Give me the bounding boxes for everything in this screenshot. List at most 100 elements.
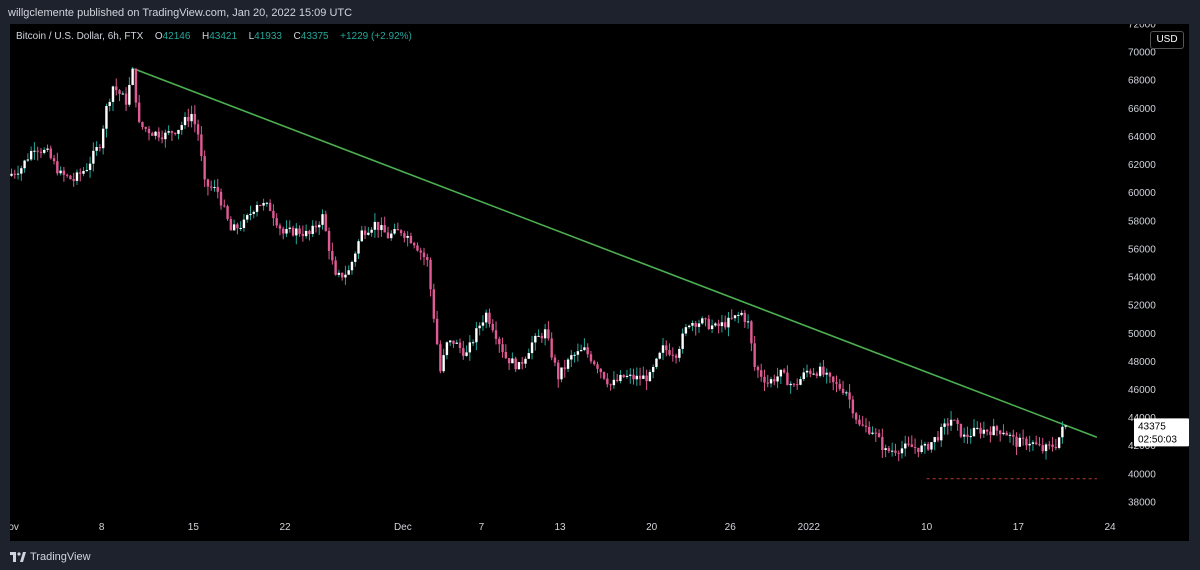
price-chart[interactable]: Nov 8 15 22 Dec 7 13 20 26 2022 10 17 24 38000 40000 4…	[10, 24, 1189, 541]
candle-body	[629, 374, 632, 376]
candle-body	[665, 345, 668, 351]
candle-body	[1064, 425, 1067, 427]
candle-body	[543, 329, 547, 339]
candle-body	[170, 131, 174, 133]
candle-body	[737, 314, 740, 316]
candle-body	[210, 186, 213, 188]
close-value: 43375	[300, 31, 329, 42]
candle-body	[1028, 443, 1031, 446]
candle-body	[183, 116, 187, 126]
candle-body	[979, 427, 982, 434]
candle-body	[881, 437, 884, 450]
tradingview-logo[interactable]: TradingView	[10, 551, 91, 563]
candle-body	[432, 289, 436, 319]
currency-button[interactable]: USD	[1150, 31, 1184, 49]
chart-area[interactable]: Nov 8 15 22 Dec 7 13 20 26 2022 10 17 24 38000 40000 4…	[10, 24, 1189, 541]
candle-body	[760, 370, 763, 377]
candle-body	[298, 228, 301, 234]
candle-body	[1035, 442, 1038, 445]
candle-body	[579, 350, 583, 352]
close-label: C	[293, 31, 301, 42]
candle-body	[887, 448, 891, 452]
candle-body	[115, 86, 118, 91]
candle-body	[88, 163, 92, 170]
symbol-title[interactable]: Bitcoin / U.S. Dollar, 6h, FTX	[16, 31, 144, 42]
candle-body	[553, 357, 557, 363]
candle-body	[586, 347, 589, 355]
candle-body	[98, 147, 102, 149]
candle-body	[232, 224, 236, 231]
candle-body	[799, 379, 802, 385]
candle-body	[868, 426, 871, 434]
candle-body	[409, 235, 413, 244]
candle-body	[884, 448, 887, 450]
candle-body	[848, 392, 851, 400]
candle-body	[1012, 434, 1015, 437]
x-tick-label: 2022	[798, 522, 821, 533]
candle-body	[966, 434, 969, 437]
candle-body	[399, 230, 403, 234]
candle-body	[527, 353, 530, 359]
candle-body	[419, 250, 422, 253]
trendline[interactable]	[134, 68, 1098, 439]
candle-body	[576, 351, 580, 355]
y-tick-label: 64000	[1128, 132, 1156, 143]
candle-body	[475, 328, 478, 343]
candle-body	[953, 419, 956, 421]
candle-body	[740, 312, 743, 315]
candle-body	[304, 230, 308, 237]
candle-body	[658, 352, 661, 359]
candle-body	[956, 420, 959, 424]
candle-body	[318, 224, 321, 228]
candle-body	[62, 170, 66, 175]
candle-body	[121, 93, 125, 95]
candle-body	[314, 225, 318, 228]
last-price-tag-background	[1134, 418, 1189, 447]
y-tick-label: 42000	[1128, 441, 1156, 452]
candle-body	[111, 86, 115, 102]
candle-body	[985, 429, 989, 432]
candle-body	[455, 342, 458, 344]
candle-body	[864, 425, 868, 427]
candle-body	[809, 370, 812, 374]
candle-body	[141, 121, 144, 128]
candle-body	[268, 202, 272, 211]
candle-body	[874, 432, 877, 434]
candle-body	[936, 437, 940, 441]
candle-body	[668, 350, 671, 355]
candle-body	[504, 351, 508, 359]
candle-body	[622, 374, 625, 378]
candle-body	[33, 150, 36, 152]
candle-body	[753, 343, 756, 367]
candle-body	[900, 448, 904, 454]
candle-body	[792, 383, 796, 385]
candle-body	[101, 128, 105, 149]
candle-body	[501, 344, 504, 352]
candle-body	[550, 338, 553, 358]
candle-body	[164, 132, 167, 140]
candle-body	[435, 318, 439, 345]
candle-body	[563, 367, 566, 369]
candle-body	[226, 206, 229, 220]
last-price-tag: 43375 02:50:03	[1134, 418, 1189, 447]
candle-body	[841, 388, 845, 394]
candle-body	[940, 426, 943, 441]
candle-body	[782, 369, 786, 373]
y-tick-label: 58000	[1128, 216, 1156, 227]
high-label: H	[201, 31, 210, 42]
candle-body	[655, 358, 658, 367]
y-tick-label: 48000	[1128, 357, 1156, 368]
candle-body	[923, 443, 927, 446]
candle-body	[167, 131, 170, 133]
candle-body	[147, 128, 151, 134]
candle-body	[1054, 447, 1058, 449]
candle-body	[344, 274, 347, 278]
candle-body	[904, 443, 907, 449]
candle-body	[462, 348, 465, 356]
footer-bar: TradingView	[0, 541, 1200, 570]
candle-body	[324, 214, 327, 231]
candle-body	[105, 106, 108, 129]
candle-body	[894, 450, 897, 453]
candle-body	[46, 148, 49, 150]
candle-body	[259, 204, 262, 206]
